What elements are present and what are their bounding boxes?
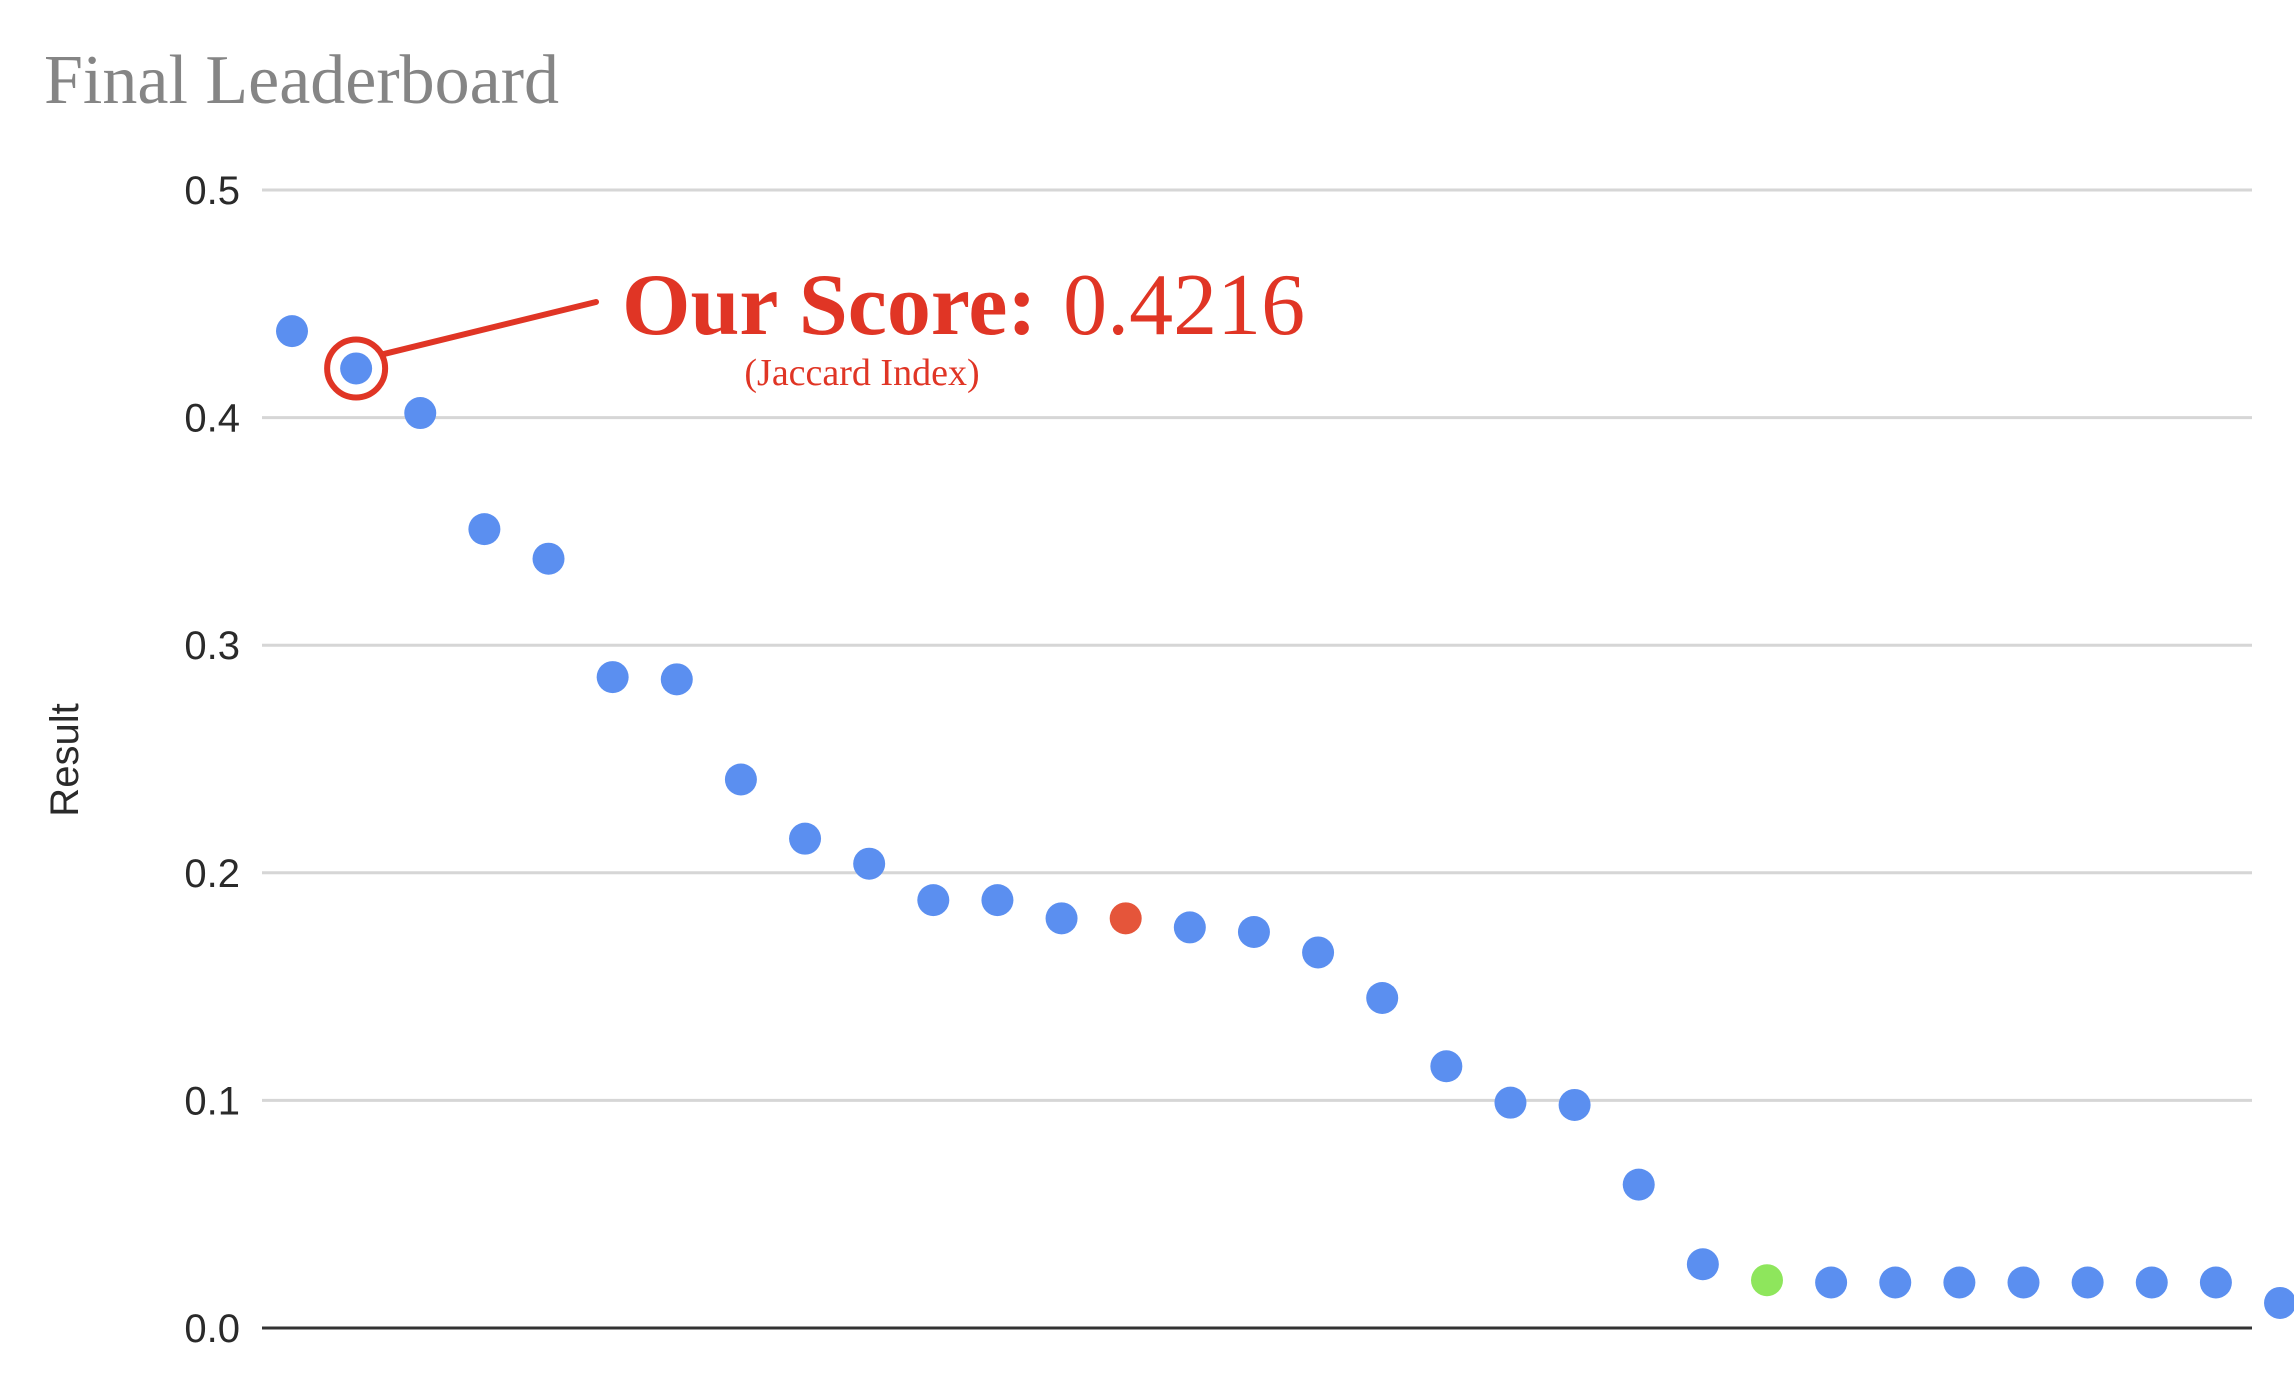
data-point <box>1045 902 1078 935</box>
data-point <box>853 847 886 880</box>
data-point <box>2007 1266 2040 1299</box>
data-point <box>2264 1286 2294 1319</box>
data-points <box>276 315 2294 1319</box>
data-point <box>1109 902 1142 935</box>
data-point <box>276 315 308 348</box>
data-point <box>1622 1168 1655 1201</box>
data-point <box>468 513 501 546</box>
data-point <box>340 352 373 385</box>
data-point <box>1237 915 1270 948</box>
y-tick-label: 0.4 <box>184 397 240 441</box>
data-point <box>660 663 693 696</box>
data-point <box>1879 1266 1912 1299</box>
annotation-sublabel: (Jaccard Index) <box>744 352 979 394</box>
data-point <box>1750 1264 1783 1297</box>
data-point <box>1366 981 1399 1014</box>
data-point <box>1430 1050 1463 1083</box>
y-tick-label: 0.1 <box>184 1079 240 1123</box>
y-axis-title: Result <box>43 703 87 816</box>
data-point <box>1494 1086 1527 1119</box>
data-point <box>1302 936 1335 969</box>
y-tick-labels: 0.0 0.1 0.2 0.3 0.4 0.5 <box>184 169 240 1351</box>
data-point <box>2135 1266 2168 1299</box>
score-annotation: Our Score: 0.4216 (Jaccard Index) <box>324 257 1305 401</box>
annotation-value: 0.4216 <box>1063 257 1305 354</box>
data-point <box>532 542 565 575</box>
data-point <box>1686 1248 1719 1281</box>
y-tick-label: 0.0 <box>184 1307 240 1351</box>
annotation-text: Our Score: 0.4216 <box>622 257 1305 354</box>
data-point <box>1558 1088 1591 1121</box>
data-point <box>1815 1266 1848 1299</box>
data-point <box>596 661 629 694</box>
data-point <box>789 822 822 855</box>
data-point <box>1173 911 1206 944</box>
annotation-leader-line <box>379 299 599 358</box>
y-tick-label: 0.5 <box>184 169 240 213</box>
data-point <box>981 884 1014 917</box>
chart-title: Final Leaderboard <box>44 42 559 119</box>
data-point <box>917 884 950 917</box>
annotation-highlight-ring <box>324 336 389 401</box>
annotation-label: Our Score: <box>622 257 1037 354</box>
data-point <box>2071 1266 2104 1299</box>
gridlines <box>262 188 2252 1102</box>
data-point <box>404 397 437 430</box>
data-point <box>1943 1266 1976 1299</box>
data-point <box>2199 1266 2232 1299</box>
y-tick-label: 0.2 <box>184 852 240 896</box>
data-point <box>724 763 757 796</box>
y-tick-label: 0.3 <box>184 624 240 668</box>
